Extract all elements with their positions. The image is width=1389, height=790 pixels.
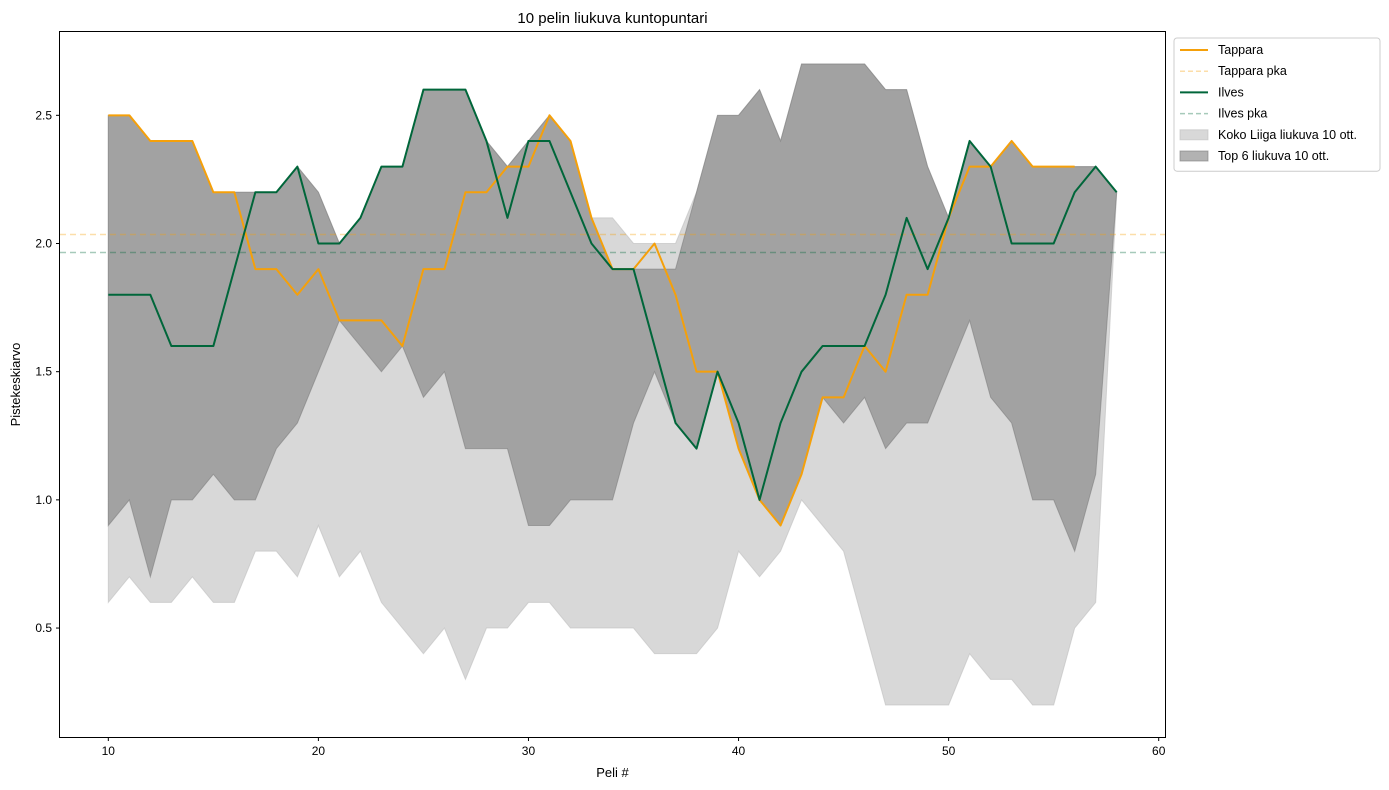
series-line-tappara [108,114,1075,527]
legend-label: Tappara pka [1218,64,1287,78]
legend-swatch [1179,150,1209,162]
y-tick-label: 0.5 [35,621,52,635]
legend-box [1173,37,1381,172]
legend-swatch [1179,129,1209,141]
legend-label: Ilves [1218,85,1244,99]
y-tick-label: 2.5 [35,108,52,122]
legend-item-ilves: Ilves [1180,85,1244,99]
y-tick-label: 2.0 [35,237,52,251]
series-line-ilves [108,88,1118,501]
y-axis-ticks: 0.5 1.0 1.5 2.0 2.5 [35,108,60,635]
x-tick-label: 50 [942,744,956,758]
legend-label: Ilves pka [1218,107,1267,121]
x-axis-title: Peli # [596,765,629,780]
x-tick-label: 20 [312,744,326,758]
x-tick-label: 10 [102,744,116,758]
chart-title: 10 pelin liukuva kuntopuntari [517,10,707,27]
legend-label: Koko Liiga liukuva 10 ott. [1218,128,1357,142]
lines-layer [108,88,1118,527]
y-tick-label: 1.5 [35,365,52,379]
y-axis-title: Pistekeskiarvo [8,343,23,427]
plot-frame [59,31,1166,738]
y-tick-label: 1.0 [35,493,52,507]
legend-label: Tappara [1218,43,1263,57]
x-axis-ticks: 10 20 30 40 50 60 [102,737,1166,758]
legend-item-ilves-pka: Ilves pka [1180,107,1267,121]
bands-layer [107,63,1118,706]
legend: Tappara Tappara pka Ilves Ilves pka Koko Lii… [1173,37,1381,172]
legend-item-top-6-liukuva-10-ott: Top 6 liukuva 10 ott. [1179,149,1329,163]
x-tick-label: 30 [522,744,536,758]
legend-item-tappara: Tappara [1180,43,1263,57]
x-tick-label: 60 [1152,744,1166,758]
x-tick-label: 40 [732,744,746,758]
legend-item-tappara-pka: Tappara pka [1180,64,1287,78]
legend-label: Top 6 liukuva 10 ott. [1218,149,1329,163]
legend-item-koko-liiga-liukuva-10-ott: Koko Liiga liukuva 10 ott. [1179,128,1357,142]
